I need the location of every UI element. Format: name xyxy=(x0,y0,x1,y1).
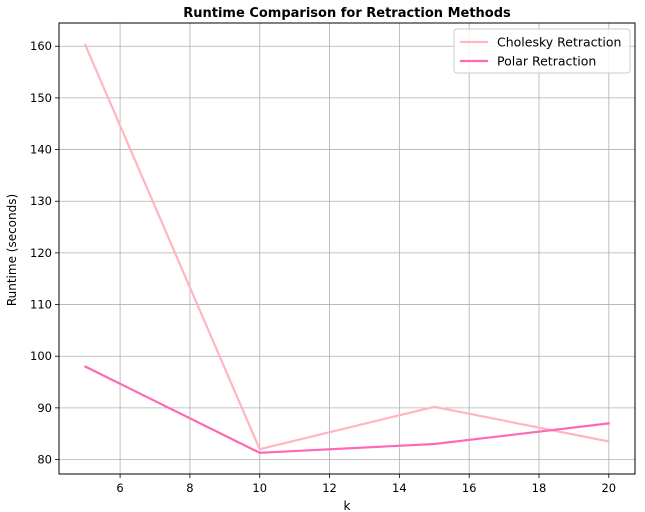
y-tick-label: 140 xyxy=(30,143,52,157)
x-tick-label: 14 xyxy=(392,481,407,495)
y-tick-label: 130 xyxy=(30,194,52,208)
legend: Cholesky Retraction Polar Retraction xyxy=(453,28,631,74)
series-line-0 xyxy=(84,44,610,451)
y-axis-label: Runtime (seconds) xyxy=(5,194,19,306)
data-point xyxy=(433,405,436,408)
x-tick-label: 12 xyxy=(322,481,337,495)
legend-box xyxy=(453,28,631,74)
x-axis-label: k xyxy=(344,499,351,512)
legend-label: Polar Retraction xyxy=(497,54,596,69)
grid-lines xyxy=(59,23,635,474)
x-tick-label: 8 xyxy=(186,481,193,495)
y-axis-ticks: 80 90 100 110 120 130 140 150 160 xyxy=(30,39,59,467)
x-tick-label: 6 xyxy=(116,481,123,495)
y-tick-label: 120 xyxy=(30,246,52,260)
x-tick-label: 18 xyxy=(532,481,547,495)
y-tick-label: 80 xyxy=(37,453,52,467)
series-line-1 xyxy=(84,365,609,454)
plot-area-frame xyxy=(58,22,636,475)
data-point xyxy=(607,440,610,443)
data-point xyxy=(84,43,87,46)
x-axis-ticks: 6 8 10 12 14 16 18 20 xyxy=(116,474,616,495)
y-tick-label: 110 xyxy=(30,298,52,312)
data-point xyxy=(433,442,436,446)
data-point xyxy=(84,365,87,368)
legend-label: Cholesky Retraction xyxy=(497,35,621,50)
data-point xyxy=(258,448,261,451)
y-tick-label: 100 xyxy=(30,349,52,363)
data-point xyxy=(607,422,610,425)
data-point xyxy=(258,451,261,454)
y-tick-label: 150 xyxy=(30,91,52,105)
x-tick-label: 10 xyxy=(252,481,267,495)
series-layer xyxy=(84,43,610,454)
x-tick-label: 16 xyxy=(462,481,477,495)
y-tick-label: 160 xyxy=(30,39,52,53)
chart-title: Runtime Comparison for Retraction Method… xyxy=(183,6,511,21)
x-tick-label: 20 xyxy=(601,481,616,495)
y-tick-label: 90 xyxy=(37,401,52,415)
